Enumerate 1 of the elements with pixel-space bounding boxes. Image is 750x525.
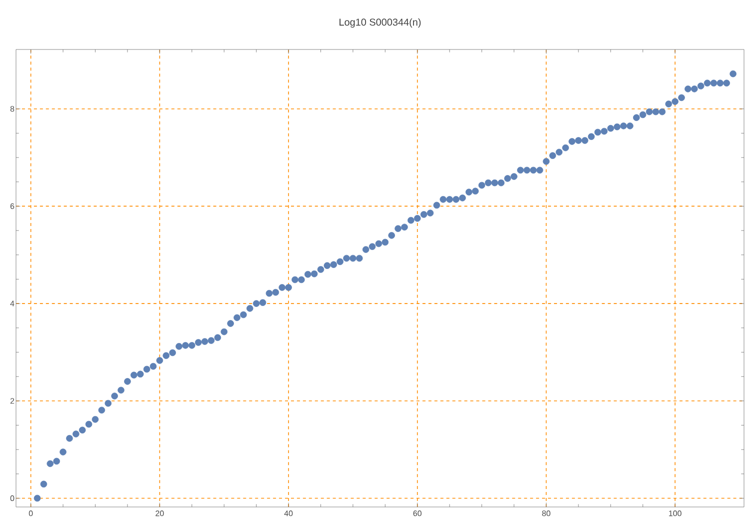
chart-title: Log10 S000344(n) <box>340 18 421 28</box>
